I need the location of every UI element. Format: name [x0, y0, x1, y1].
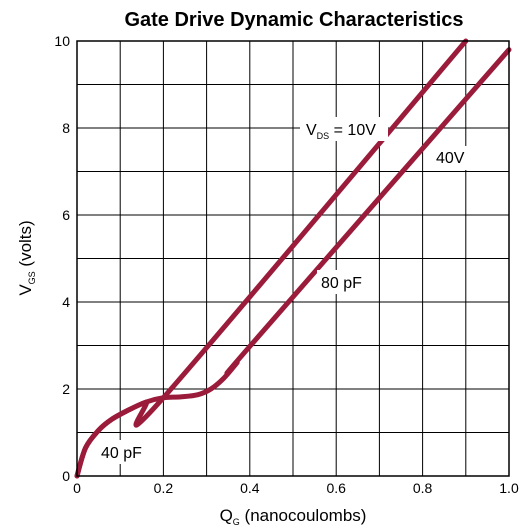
- v40-label: 40V: [436, 150, 465, 167]
- pf40-label-background: [96, 440, 156, 464]
- vds-label-main: V: [306, 122, 317, 139]
- x-axis-label: QG (nanocoulombs): [220, 506, 367, 527]
- chart-title: Gate Drive Dynamic Characteristics: [124, 9, 463, 31]
- pf80-label-background: [317, 270, 377, 294]
- x-axis-label-rest: (nanocoulombs): [240, 506, 367, 525]
- y-tick-label: 0: [62, 468, 70, 484]
- series-line-40v: [74, 47, 512, 479]
- x-tick-label: 1.0: [499, 480, 519, 496]
- pf80-label: 80 pF: [321, 275, 362, 292]
- y-axis-label-rest: (volts): [16, 220, 35, 271]
- y-tick-label: 2: [62, 381, 70, 397]
- pf40-label: 40 pF: [101, 445, 142, 462]
- x-tick-label: 0.8: [413, 480, 433, 496]
- y-tick-label: 8: [62, 120, 70, 136]
- grid-lines: [77, 41, 509, 476]
- y-tick-label: 4: [62, 294, 70, 310]
- x-axis-label-main: Q: [220, 506, 233, 525]
- x-tick-label: 0.4: [240, 480, 260, 496]
- vds-label-rest: = 10V: [329, 122, 376, 139]
- vds-label-background: [300, 117, 388, 141]
- v40-label-background: [431, 146, 477, 170]
- vds-10v-label: VDS = 10V: [306, 122, 376, 141]
- y-axis-label-main: V: [16, 284, 35, 296]
- x-tick-label: 0.6: [326, 480, 346, 496]
- y-tick-labels: 0 2 4 6 8 10: [54, 33, 70, 484]
- y-axis-label-sub: GS: [27, 271, 37, 284]
- x-tick-label: 0.2: [154, 480, 174, 496]
- y-tick-label: 10: [54, 33, 70, 49]
- x-axis-label-sub: G: [233, 517, 240, 527]
- y-axis-label: VGS (volts): [16, 220, 37, 295]
- plot-frame: [76, 40, 510, 477]
- vds-label-sub: DS: [317, 131, 330, 141]
- data-series: [74, 38, 512, 479]
- y-tick-label: 6: [62, 207, 70, 223]
- x-tick-labels: 0 0.2 0.4 0.6 0.8 1.0: [73, 480, 519, 496]
- x-tick-label: 0: [73, 480, 81, 496]
